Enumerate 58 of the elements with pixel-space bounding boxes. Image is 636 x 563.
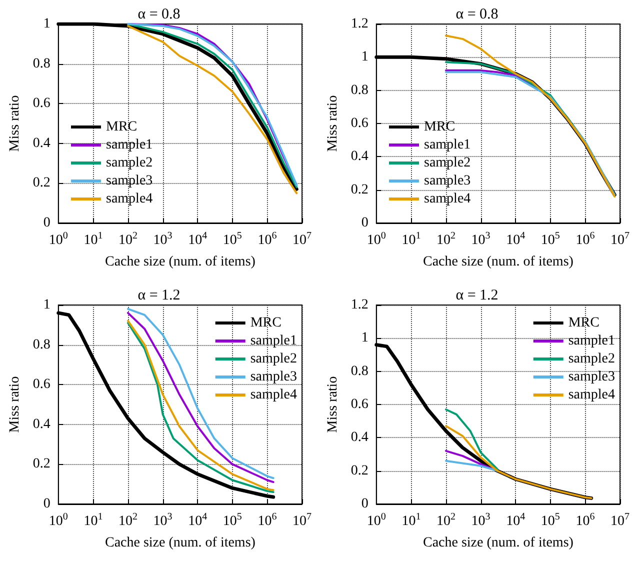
y-tick-label: 0.8 <box>32 337 50 352</box>
y-tick-label: 0.6 <box>350 116 368 131</box>
legend-label: sample2 <box>250 352 297 366</box>
legend-label: sample2 <box>568 352 615 366</box>
y-tick-label: 0.4 <box>350 430 368 446</box>
y-tick-label: 0 <box>43 496 50 512</box>
chart-title: α = 0.8 <box>456 6 498 22</box>
legend-label: MRC <box>424 120 456 134</box>
x-axis-title: Cache size (num. of items) <box>104 536 256 550</box>
y-tick-label: 0.4 <box>350 149 368 164</box>
y-tick-label: 0.8 <box>32 56 50 72</box>
y-tick-label: 0.2 <box>350 463 368 478</box>
y-axis-title: Miss ratio <box>326 95 340 152</box>
legend-label: sample1 <box>424 138 471 152</box>
y-tick-label: 1 <box>361 330 368 346</box>
chart-title: α = 1.2 <box>456 288 498 304</box>
y-tick-label: 0.2 <box>350 182 368 198</box>
legend-label: sample1 <box>568 334 615 348</box>
y-tick-label: 0 <box>361 496 368 512</box>
legend-label: MRC <box>568 316 600 330</box>
y-tick-label: 0.6 <box>32 96 50 112</box>
y-tick-label: 0.6 <box>32 377 50 392</box>
y-tick-label: 0.4 <box>32 136 50 151</box>
y-tick-label: 0.2 <box>32 456 50 472</box>
x-axis-title: Cache size (num. of items) <box>422 536 574 550</box>
legend-label: sample1 <box>106 138 153 152</box>
chart-title: α = 1.2 <box>138 288 180 304</box>
y-tick-label: 0 <box>361 216 368 230</box>
y-axis-title: Miss ratio <box>326 376 340 433</box>
legend-label: sample4 <box>250 388 297 402</box>
x-axis-title: Cache size (num. of items) <box>422 254 574 270</box>
y-tick-label: 0.4 <box>32 416 50 432</box>
y-tick-label: 1 <box>43 298 50 312</box>
legend-label: MRC <box>106 120 138 134</box>
legend-label: sample3 <box>106 174 153 188</box>
y-tick-label: 1.2 <box>350 16 368 32</box>
y-tick-label: 1 <box>43 16 50 32</box>
legend-label: sample2 <box>106 156 153 170</box>
y-tick-label: 0.2 <box>32 176 50 191</box>
y-tick-label: 0.8 <box>350 364 368 379</box>
chart-title: α = 0.8 <box>138 6 180 22</box>
legend-label: sample4 <box>424 192 471 206</box>
legend-label: sample4 <box>568 388 615 402</box>
legend-label: sample1 <box>250 334 297 348</box>
legend-label: MRC <box>250 316 282 330</box>
x-axis-title: Cache size (num. of items) <box>104 254 256 270</box>
y-axis-title: Miss ratio <box>8 376 22 433</box>
legend-label: sample4 <box>106 192 153 206</box>
y-tick-label: 0 <box>43 216 50 230</box>
legend-label: sample3 <box>424 174 471 188</box>
y-tick-label: 1 <box>361 50 368 65</box>
legend-label: sample2 <box>424 156 471 170</box>
legend-label: sample3 <box>568 370 615 384</box>
y-axis-title: Miss ratio <box>8 95 22 152</box>
y-tick-label: 0.8 <box>350 82 368 98</box>
y-tick-label: 0.6 <box>350 397 368 412</box>
y-tick-label: 1.2 <box>350 298 368 312</box>
legend-label: sample3 <box>250 370 297 384</box>
